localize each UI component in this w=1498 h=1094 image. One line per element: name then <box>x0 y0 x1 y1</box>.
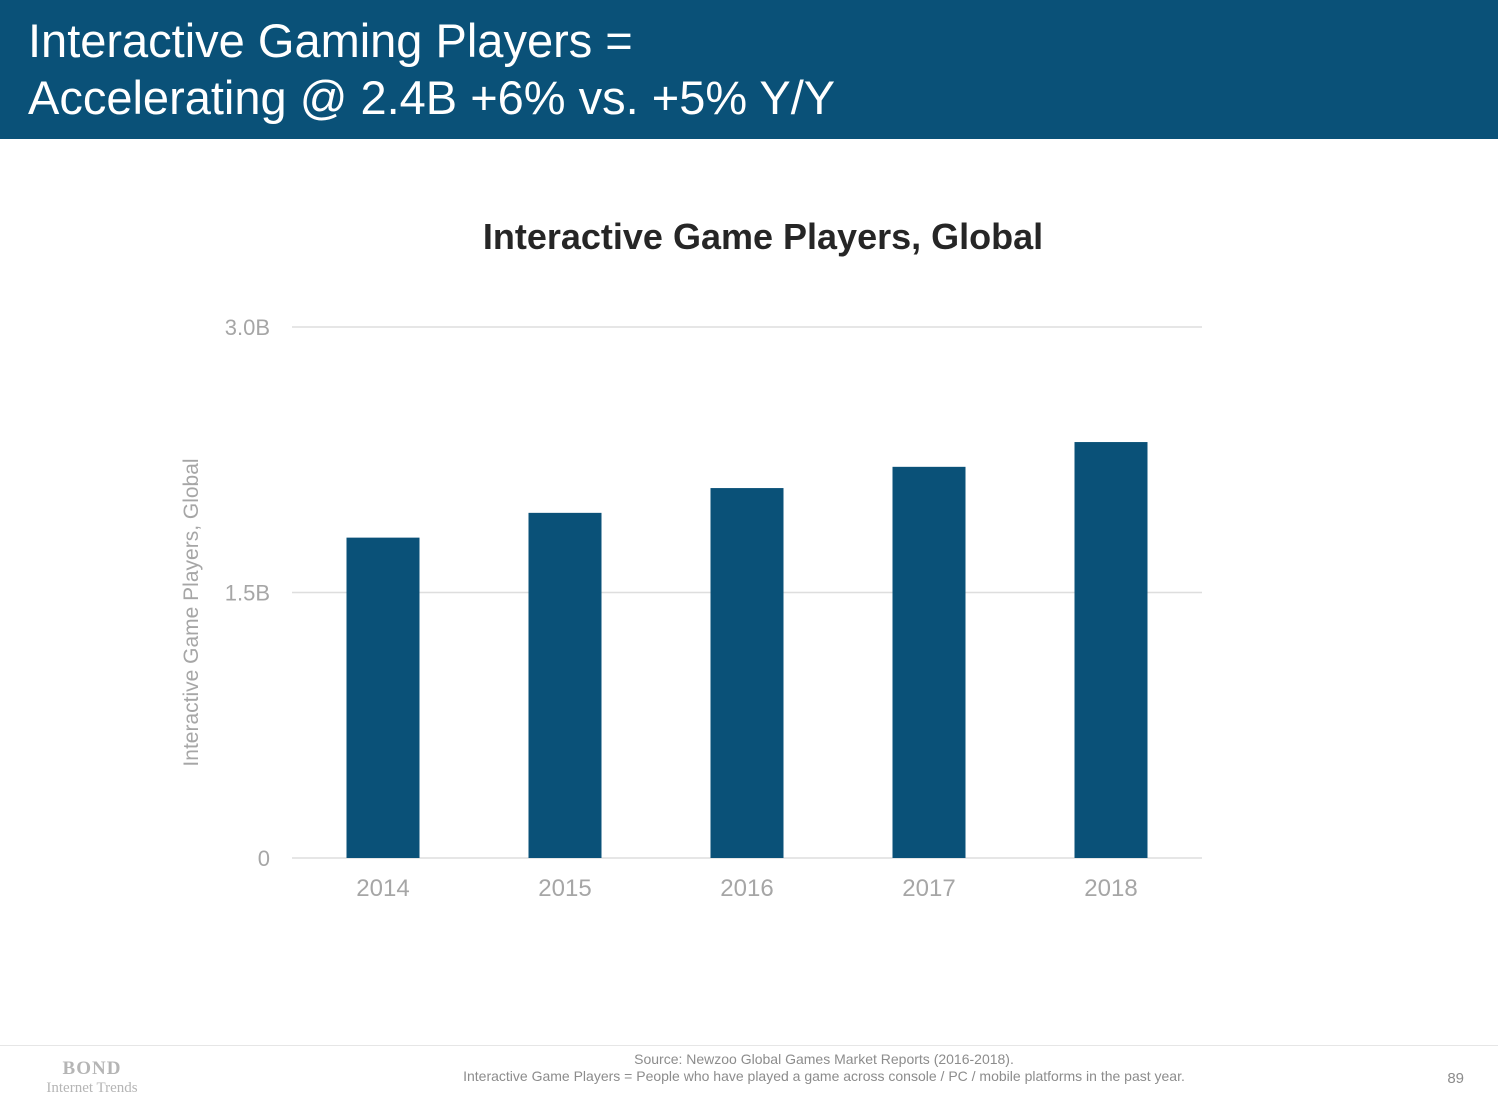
x-tick-label: 2015 <box>538 875 591 902</box>
x-tick-label: 2016 <box>720 875 773 902</box>
logo-subtitle: Internet Trends <box>46 1080 138 1094</box>
y-tick-label: 3.0B <box>225 315 270 340</box>
bars <box>346 442 1148 858</box>
footer-divider <box>0 1045 1498 1046</box>
source-line-1: Source: Newzoo Global Games Market Repor… <box>634 1051 1014 1067</box>
bar-2017 <box>892 466 966 858</box>
header-banner: Interactive Gaming Players = Acceleratin… <box>0 0 1498 139</box>
bar-2014 <box>346 537 420 858</box>
y-axis-label: Interactive Game Players, Global <box>180 458 203 766</box>
bond-logo: BOND Internet Trends <box>32 1058 152 1094</box>
x-tick-label: 2014 <box>356 875 409 902</box>
source-note: Source: Newzoo Global Games Market Repor… <box>300 1051 1348 1085</box>
x-tick-label: 2017 <box>902 875 955 902</box>
logo-wordmark: BOND <box>62 1058 122 1079</box>
bar-2018 <box>1074 442 1148 858</box>
bar-2015 <box>528 512 602 858</box>
x-tick-label: 2018 <box>1084 875 1137 902</box>
bar-chart: 0 1.5B 3.0B 2014 2015 2016 2017 2018 Interactive… <box>180 315 1202 902</box>
bar-2016 <box>710 488 784 858</box>
page-number: 89 <box>1447 1070 1464 1087</box>
chart-title: Interactive Game Players, Global <box>482 216 1044 257</box>
y-tick-label: 0 <box>258 846 270 871</box>
axis-labels: 0 1.5B 3.0B 2014 2015 2016 2017 2018 Interactive… <box>180 315 1138 902</box>
y-tick-label: 1.5B <box>225 581 270 606</box>
source-line-2: Interactive Game Players = People who ha… <box>463 1068 1185 1084</box>
headline-line-2: Accelerating @ 2.4B +6% vs. +5% Y/Y <box>28 71 836 124</box>
headline-line-1: Interactive Gaming Players = <box>28 14 633 67</box>
